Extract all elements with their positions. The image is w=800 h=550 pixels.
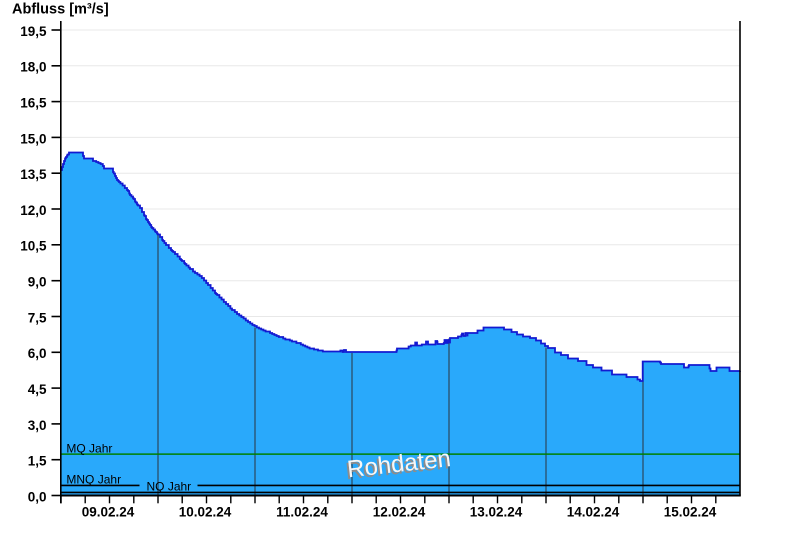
svg-text:7,5: 7,5 (28, 310, 47, 325)
svg-text:15,0: 15,0 (20, 131, 46, 146)
svg-text:6,0: 6,0 (28, 346, 47, 361)
svg-text:09.02.24: 09.02.24 (82, 505, 135, 520)
svg-text:Abfluss [m³/s]: Abfluss [m³/s] (12, 2, 109, 18)
svg-text:19,5: 19,5 (20, 24, 47, 39)
svg-text:13,5: 13,5 (20, 167, 47, 182)
svg-text:MNQ Jahr: MNQ Jahr (66, 473, 121, 487)
svg-text:12,0: 12,0 (20, 203, 46, 218)
svg-text:15.02.24: 15.02.24 (664, 505, 717, 520)
svg-text:NQ Jahr: NQ Jahr (147, 479, 192, 493)
svg-text:10.02.24: 10.02.24 (179, 505, 232, 520)
svg-text:1,5: 1,5 (28, 454, 47, 469)
svg-text:0,0: 0,0 (28, 489, 47, 504)
svg-text:13.02.24: 13.02.24 (470, 505, 523, 520)
svg-text:18,0: 18,0 (20, 60, 46, 75)
svg-text:14.02.24: 14.02.24 (567, 505, 620, 520)
svg-text:3,0: 3,0 (28, 418, 47, 433)
svg-text:10,5: 10,5 (20, 239, 47, 254)
svg-text:9,0: 9,0 (28, 275, 47, 290)
svg-text:11.02.24: 11.02.24 (276, 505, 328, 520)
svg-text:MQ Jahr: MQ Jahr (66, 441, 112, 455)
svg-text:12.02.24: 12.02.24 (373, 505, 426, 520)
svg-text:16,5: 16,5 (20, 96, 47, 111)
svg-text:4,5: 4,5 (28, 382, 47, 397)
